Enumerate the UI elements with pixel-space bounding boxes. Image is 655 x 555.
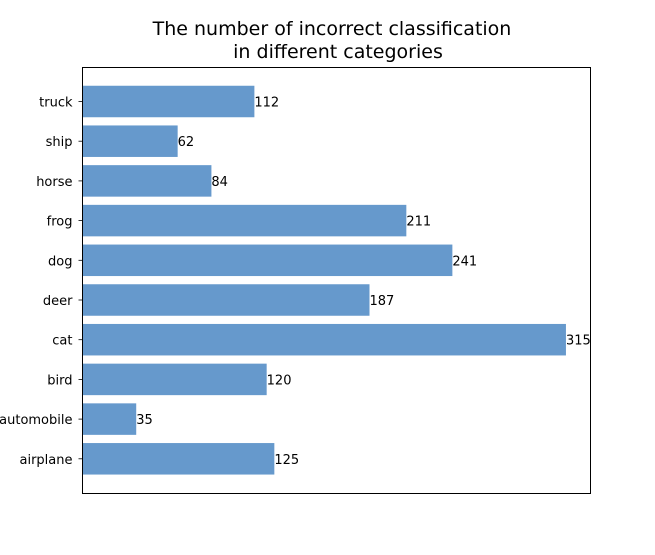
y-tick-label-horse: horse [36,175,72,190]
value-label-dog: 241 [452,254,477,269]
y-tick-label-dog: dog [48,254,72,269]
y-tick-label-automobile: automobile [0,413,73,428]
labels-layer: truck 112 ship 62 horse 84 frog 211 dog 241 deer 18… [0,96,591,468]
bar-airplane [82,443,275,475]
y-tick-label-truck: truck [39,96,73,111]
bar-automobile [82,403,137,435]
bars-layer [82,85,566,475]
value-label-bird: 120 [267,373,292,388]
bar-truck [82,85,255,118]
chart-title-line-1: The number of incorrect classification [152,18,512,40]
y-tick-label-deer: deer [43,294,73,309]
value-label-frog: 211 [406,215,431,230]
y-tick-label-ship: ship [46,135,73,150]
y-tick-label-frog: frog [47,215,73,230]
bar-cat [82,323,566,356]
bar-dog [82,244,453,277]
value-label-automobile: 35 [136,413,153,428]
bar-bird [82,363,267,396]
value-label-cat: 315 [566,334,591,349]
value-label-airplane: 125 [274,453,299,468]
plot-frame [82,67,591,494]
y-tick-label-airplane: airplane [20,453,73,468]
y-tick-label-cat: cat [52,334,72,349]
bar-frog [82,204,407,237]
bar-ship [82,125,178,157]
value-label-truck: 112 [254,96,279,111]
bar-horse [82,165,212,197]
y-tick-label-bird: bird [47,373,72,388]
bar-deer [82,284,370,316]
value-label-ship: 62 [178,135,195,150]
value-label-deer: 187 [369,294,394,309]
value-label-horse: 84 [211,175,228,190]
chart-title-line-2: in different categories [233,41,443,63]
